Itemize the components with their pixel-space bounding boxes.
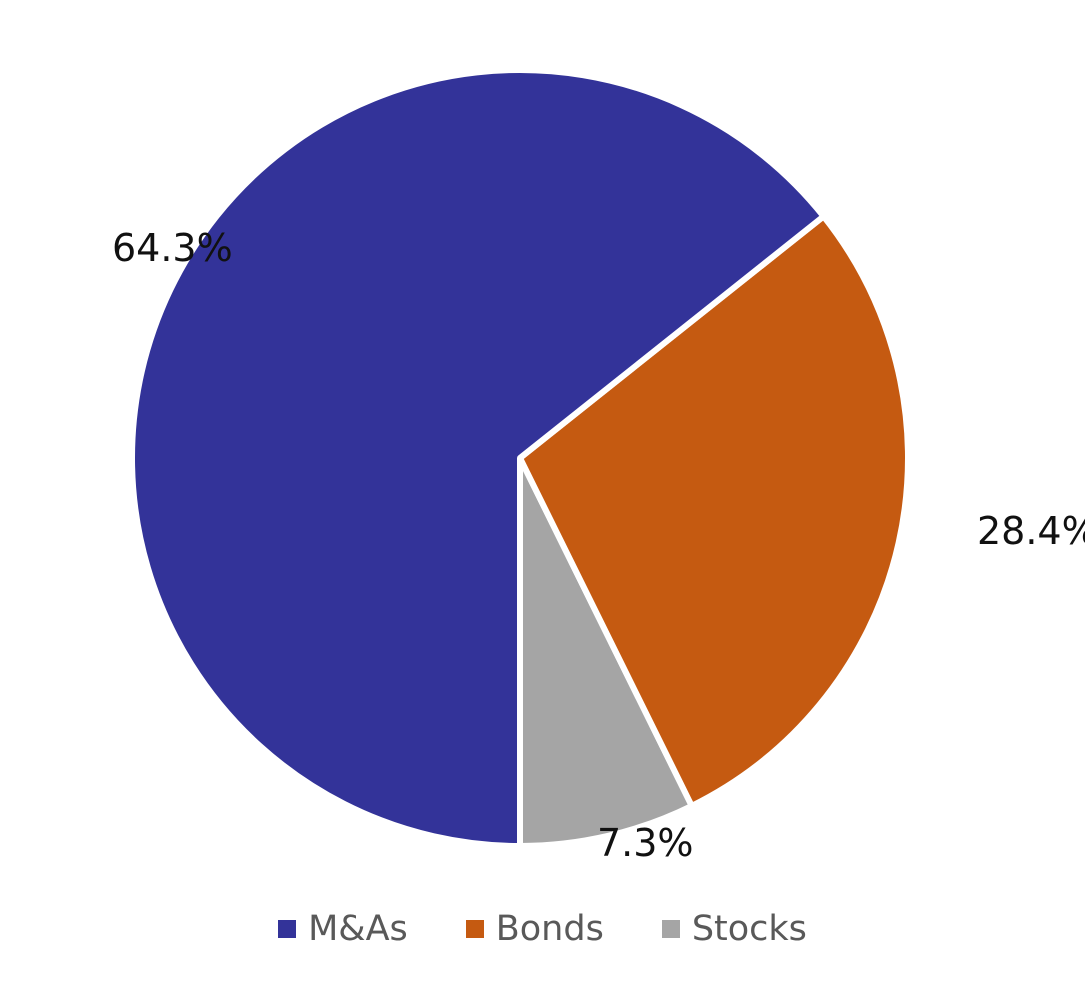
pie-slice-stocks [517,455,695,849]
legend-swatch-stocks [661,920,680,938]
pie-slice-m-as [129,67,827,849]
data-label-bonds: 28.4% [977,509,1085,553]
pie-slice-bonds [517,213,911,809]
legend-swatch-bonds [465,920,484,938]
legend-swatch-m-as [278,920,297,938]
legend-item-bonds: Bonds [465,909,604,949]
legend-label-bonds: Bonds [495,909,604,949]
legend-item-stocks: Stocks [661,909,807,949]
legend-item-m-as: M&As [278,909,408,949]
legend-label-stocks: Stocks [691,909,807,949]
legend: M&As Bonds Stocks [0,903,1085,955]
legend-label-m-as: M&As [308,909,408,949]
data-label-stocks: 7.3% [597,821,694,865]
data-label-m-as: 64.3% [112,226,233,270]
